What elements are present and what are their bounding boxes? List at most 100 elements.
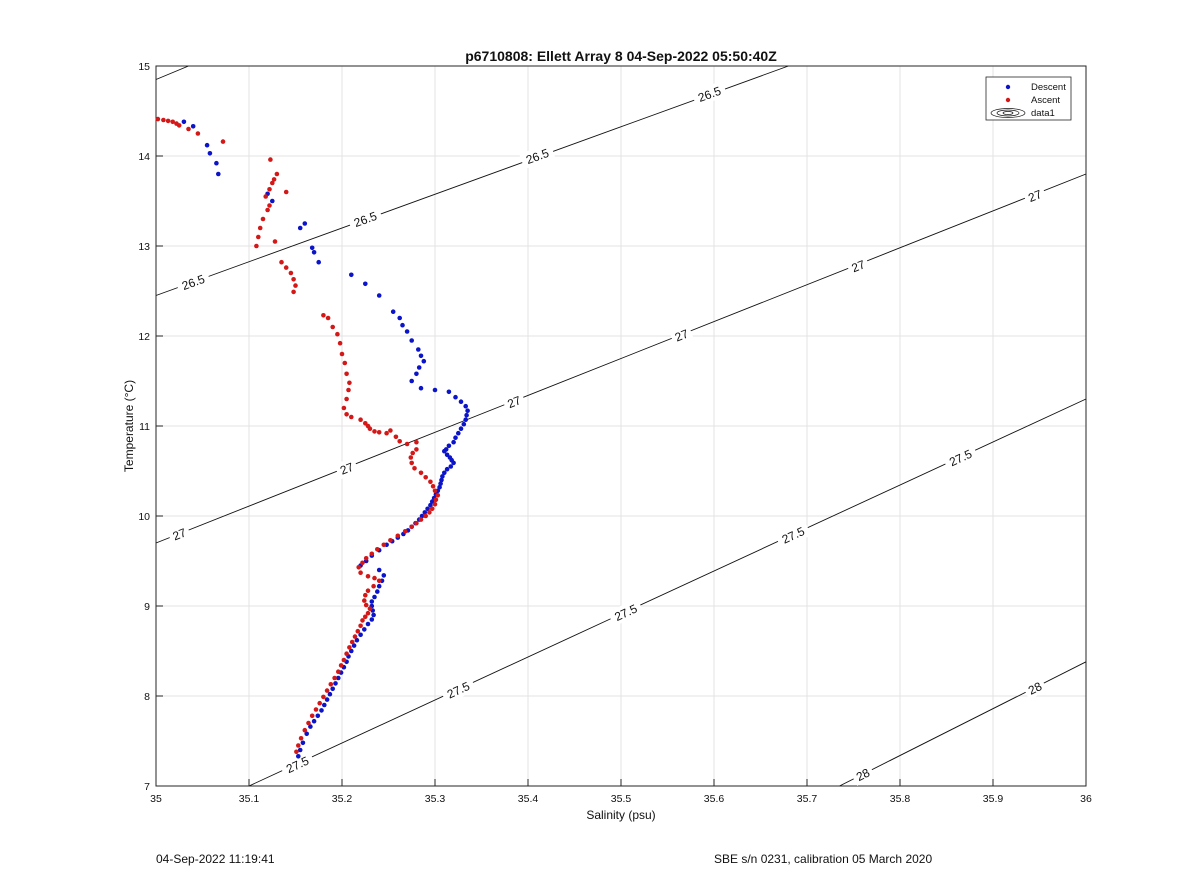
legend: Descent Ascent data1 bbox=[985, 76, 1072, 121]
descent-point bbox=[376, 583, 382, 589]
descent-point bbox=[207, 151, 213, 156]
ascent-point bbox=[393, 434, 399, 440]
descent-point bbox=[358, 632, 363, 638]
descent-point bbox=[422, 510, 428, 515]
descent-point bbox=[315, 713, 321, 719]
descent-point bbox=[296, 754, 301, 759]
chart-title: p6710808: Ellett Array 8 04-Sep-2022 05:… bbox=[465, 48, 777, 64]
ascent-point bbox=[395, 533, 401, 539]
ascent-point bbox=[294, 749, 299, 755]
series-ascent bbox=[155, 116, 441, 755]
ascent-point bbox=[355, 628, 361, 634]
descent-point bbox=[451, 439, 456, 445]
y-tick-label: 7 bbox=[144, 781, 150, 793]
descent-point bbox=[308, 724, 313, 729]
descent-point bbox=[442, 470, 447, 476]
x-tick-label: 35.4 bbox=[518, 793, 539, 805]
ascent-point bbox=[423, 475, 429, 480]
descent-point bbox=[438, 481, 443, 486]
descent-point bbox=[311, 250, 317, 255]
descent-point bbox=[324, 697, 330, 702]
descent-point bbox=[446, 389, 452, 395]
contour-line-27 bbox=[155, 65, 189, 80]
ascent-point bbox=[176, 123, 182, 128]
ascent-point bbox=[309, 713, 315, 719]
ascent-point bbox=[363, 614, 368, 620]
descent-point bbox=[349, 272, 354, 278]
ascent-point bbox=[404, 441, 410, 447]
ascent-point bbox=[410, 450, 416, 456]
ascent-point bbox=[369, 551, 375, 557]
descent-point bbox=[448, 464, 454, 469]
y-tick-label: 15 bbox=[138, 61, 150, 73]
ascent-point bbox=[332, 675, 337, 681]
ascent-point bbox=[352, 634, 358, 639]
contour-line-27 bbox=[155, 173, 1087, 544]
ascent-point bbox=[349, 414, 354, 420]
ascent-point bbox=[371, 583, 376, 589]
ascent-point bbox=[321, 313, 326, 318]
descent-point bbox=[464, 412, 469, 418]
ascent-point bbox=[257, 225, 263, 231]
footer-calibration: SBE s/n 0231, calibration 05 March 2020 bbox=[714, 852, 933, 866]
ascent-point bbox=[388, 428, 393, 433]
contour-label: 27 bbox=[338, 460, 356, 478]
ascent-point bbox=[330, 324, 336, 330]
contour-label: 27 bbox=[1026, 187, 1044, 205]
y-axis-label: Temperature (°C) bbox=[122, 380, 136, 472]
descent-point bbox=[390, 309, 396, 315]
ascent-point bbox=[376, 578, 382, 584]
ascent-point bbox=[360, 618, 365, 623]
ascent-point bbox=[347, 645, 352, 650]
ascent-point bbox=[418, 517, 424, 522]
contour-label-background bbox=[1022, 676, 1048, 700]
ascent-point bbox=[402, 529, 408, 534]
descent-point bbox=[461, 421, 467, 427]
contour-label-background bbox=[519, 142, 556, 170]
ascent-point bbox=[298, 736, 304, 741]
ascent-point bbox=[433, 497, 439, 503]
ascent-point bbox=[195, 131, 201, 136]
contour-label-background bbox=[347, 205, 384, 233]
x-axis-label: Salinity (psu) bbox=[586, 808, 655, 822]
descent-point bbox=[404, 329, 410, 334]
contour-label-background bbox=[774, 520, 812, 550]
ascent-point bbox=[344, 651, 349, 656]
descent-point bbox=[458, 426, 464, 432]
ascent-point bbox=[306, 720, 311, 726]
descent-point bbox=[316, 259, 322, 265]
descent-point bbox=[409, 338, 415, 343]
descent-point bbox=[414, 371, 419, 377]
descent-point bbox=[425, 506, 430, 512]
ascent-point bbox=[274, 171, 280, 177]
descent-point bbox=[376, 293, 382, 298]
descent-point bbox=[216, 171, 221, 177]
descent-point bbox=[437, 484, 442, 490]
legend-descent-label: Descent bbox=[1031, 82, 1066, 93]
contour-line-26.5 bbox=[155, 65, 789, 296]
descent-point bbox=[375, 589, 380, 594]
ascent-point bbox=[435, 493, 441, 498]
descent-point bbox=[181, 119, 187, 125]
ascent-point bbox=[358, 417, 363, 423]
descent-point bbox=[330, 686, 336, 692]
contour-label: 27 bbox=[171, 525, 189, 543]
contour-label-background bbox=[942, 443, 979, 472]
ascent-point bbox=[155, 116, 161, 122]
ascent-point bbox=[296, 743, 301, 748]
ascent-point bbox=[428, 479, 433, 485]
descent-point bbox=[297, 225, 303, 231]
contour-label: 28 bbox=[1026, 679, 1045, 698]
ascent-point bbox=[279, 259, 284, 265]
descent-point bbox=[446, 443, 452, 449]
series-descent bbox=[181, 119, 470, 759]
ascent-point bbox=[291, 289, 296, 295]
descent-point bbox=[451, 460, 456, 466]
x-tick-label: 36 bbox=[1080, 793, 1092, 805]
descent-point bbox=[418, 385, 424, 391]
descent-point bbox=[376, 567, 382, 573]
descent-point bbox=[418, 353, 424, 359]
x-tick-label: 35.1 bbox=[239, 793, 260, 805]
ascent-point bbox=[255, 234, 261, 240]
ascent-point bbox=[363, 592, 368, 598]
